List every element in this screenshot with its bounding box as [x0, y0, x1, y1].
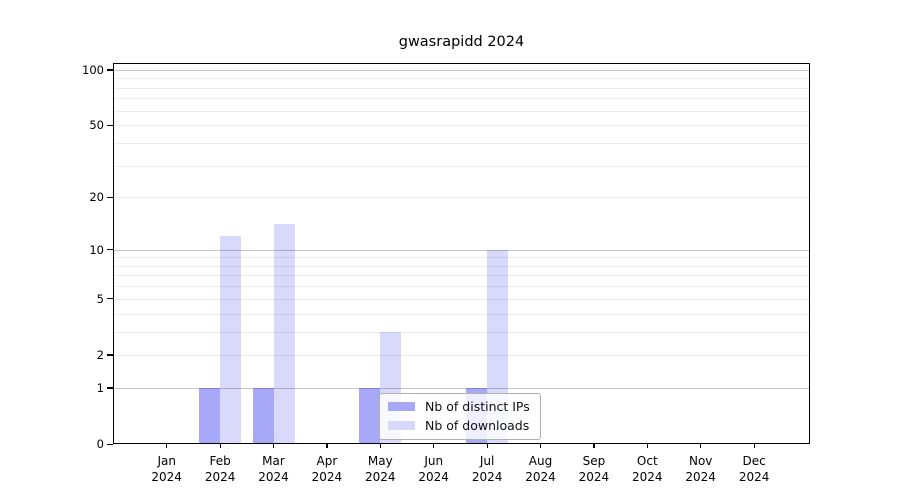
legend-label-distinct-ips: Nb of distinct IPs	[425, 399, 530, 414]
plot-area	[113, 63, 810, 444]
gridline-minor-20	[113, 197, 810, 199]
y-tick-mark-0	[107, 443, 113, 445]
x-tick-label-sep: Sep 2024	[562, 453, 626, 485]
y-tick-label-2: 2	[96, 347, 104, 362]
gridline-major-100	[113, 69, 810, 71]
bar-distinct-ips-may	[359, 387, 381, 444]
x-tick-year-oct: 2024	[632, 470, 663, 484]
legend-swatch-distinct-ips	[388, 402, 415, 411]
x-tick-mark-apr	[326, 444, 328, 448]
gridline-minor-4	[113, 313, 810, 315]
x-tick-year-may: 2024	[365, 470, 396, 484]
x-tick-year-jun: 2024	[418, 470, 449, 484]
gridline-minor-60	[113, 110, 810, 112]
x-tick-month-dec: Dec	[742, 454, 766, 468]
gridline-major-1	[113, 387, 810, 389]
gridline-minor-2	[113, 354, 810, 356]
gridline-minor-9	[113, 257, 810, 259]
x-tick-mark-mar	[273, 444, 275, 448]
x-tick-label-dec: Dec 2024	[722, 453, 786, 485]
x-tick-year-nov: 2024	[685, 470, 716, 484]
gridline-minor-30	[113, 165, 810, 167]
gridline-minor-40	[113, 142, 810, 144]
x-tick-mark-feb	[219, 444, 221, 448]
x-tick-label-oct: Oct 2024	[615, 453, 679, 485]
x-tick-month-feb: Feb	[209, 454, 231, 468]
gridline-minor-6	[113, 286, 810, 288]
y-tick-mark-50	[107, 124, 113, 126]
gridline-minor-80	[113, 87, 810, 89]
x-tick-mark-jan	[166, 444, 168, 448]
gridline-minor-70	[113, 98, 810, 100]
x-tick-mark-jun	[433, 444, 435, 448]
x-tick-label-mar: Mar 2024	[242, 453, 306, 485]
legend-item-distinct-ips: Nb of distinct IPs	[388, 399, 530, 414]
x-tick-month-oct: Oct	[636, 454, 658, 468]
x-tick-mark-dec	[753, 444, 755, 448]
x-tick-label-jan: Jan 2024	[135, 453, 199, 485]
bar-downloads-feb	[220, 236, 242, 444]
gridline-minor-3	[113, 331, 810, 333]
y-tick-mark-10	[107, 249, 113, 251]
x-tick-year-aug: 2024	[525, 470, 556, 484]
y-tick-label-5: 5	[96, 291, 104, 306]
y-tick-label-20: 20	[89, 190, 104, 205]
x-tick-label-feb: Feb 2024	[188, 453, 252, 485]
x-tick-mark-may	[379, 444, 381, 448]
y-tick-mark-1	[107, 387, 113, 389]
gridline-minor-7	[113, 275, 810, 277]
gridline-minor-50	[113, 125, 810, 127]
x-tick-month-jan: Jan	[157, 454, 176, 468]
x-tick-label-aug: Aug 2024	[509, 453, 573, 485]
x-tick-month-jul: Jul	[479, 454, 495, 468]
x-tick-year-feb: 2024	[204, 470, 236, 484]
x-tick-month-aug: Aug	[528, 454, 553, 468]
y-tick-mark-2	[107, 354, 113, 356]
x-tick-year-sep: 2024	[578, 470, 610, 484]
gridline-major-10	[113, 249, 810, 251]
y-tick-label-100: 100	[82, 62, 104, 77]
x-tick-year-apr: 2024	[311, 470, 343, 484]
x-tick-mark-nov	[700, 444, 702, 448]
x-tick-month-mar: Mar	[262, 454, 285, 468]
x-tick-year-jan: 2024	[151, 470, 182, 484]
legend: Nb of distinct IPs Nb of downloads	[379, 393, 541, 440]
x-tick-month-sep: Sep	[582, 454, 606, 468]
bar-distinct-ips-mar	[252, 387, 274, 444]
x-tick-label-jul: Jul 2024	[455, 453, 519, 485]
legend-label-downloads: Nb of downloads	[425, 418, 530, 433]
x-tick-label-may: May 2024	[348, 453, 412, 485]
gridline-minor-5	[113, 298, 810, 300]
x-tick-mark-jul	[486, 444, 488, 448]
y-tick-mark-100	[107, 69, 113, 71]
legend-swatch-downloads	[388, 421, 415, 430]
x-tick-label-jun: Jun 2024	[402, 453, 466, 485]
bar-downloads-mar	[273, 224, 295, 444]
y-tick-label-50: 50	[89, 118, 104, 133]
x-tick-month-jun: Jun	[424, 454, 444, 468]
x-tick-month-may: May	[367, 454, 393, 468]
gridline-minor-90	[113, 78, 810, 80]
chart-title: gwasrapidd 2024	[398, 34, 525, 50]
x-tick-label-apr: Apr 2024	[295, 453, 359, 485]
y-tick-mark-20	[107, 196, 113, 198]
x-tick-month-nov: Nov	[688, 454, 713, 468]
x-tick-year-dec: 2024	[738, 470, 770, 484]
legend-item-downloads: Nb of downloads	[388, 418, 530, 433]
x-tick-year-mar: 2024	[258, 470, 289, 484]
gridline-minor-8	[113, 265, 810, 267]
x-tick-mark-sep	[593, 444, 595, 448]
x-tick-mark-oct	[646, 444, 648, 448]
x-tick-label-nov: Nov 2024	[669, 453, 733, 485]
y-tick-label-1: 1	[96, 380, 104, 395]
y-tick-label-10: 10	[89, 242, 104, 257]
x-tick-mark-aug	[540, 444, 542, 448]
x-tick-month-apr: Apr	[316, 454, 338, 468]
y-tick-label-0: 0	[96, 437, 104, 451]
bar-distinct-ips-feb	[199, 387, 221, 444]
x-tick-year-jul: 2024	[471, 470, 503, 484]
y-tick-mark-5	[107, 298, 113, 300]
